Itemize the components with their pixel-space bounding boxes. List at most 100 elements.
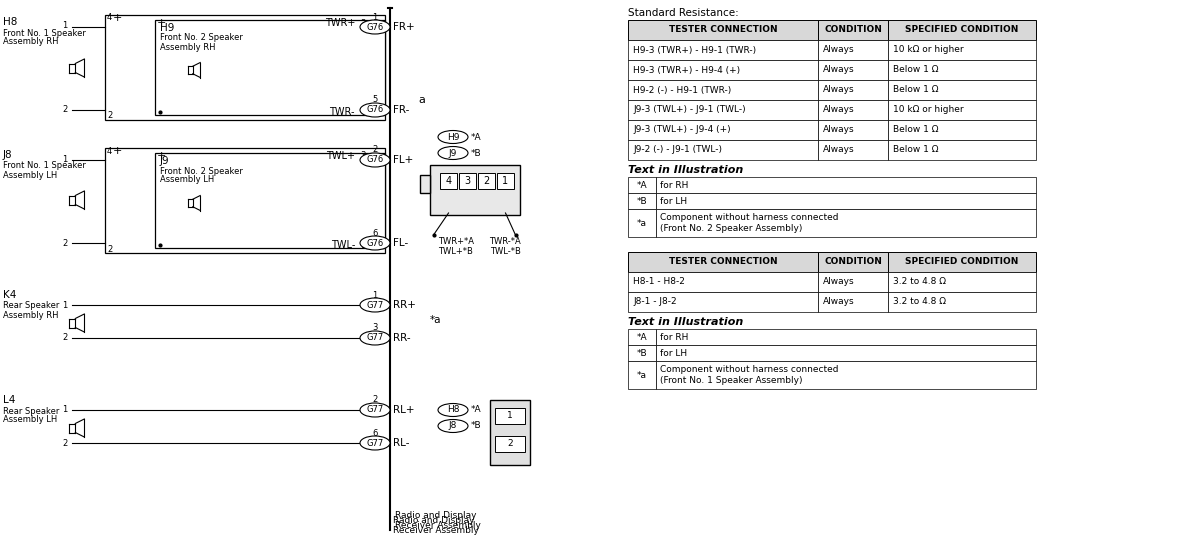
Text: Radio and Display
Receiver Assembly: Radio and Display Receiver Assembly [394,516,479,535]
Text: Standard Resistance:: Standard Resistance: [628,8,739,18]
Bar [818,272,888,292]
Bar [628,100,818,120]
Text: 2: 2 [107,111,113,121]
Text: TWL+: TWL+ [326,151,355,161]
Text: G77: G77 [366,334,384,342]
Text: 2: 2 [62,439,67,448]
Text: FL+: FL+ [394,155,413,165]
Ellipse shape [438,131,468,143]
Text: RL-: RL- [394,438,409,448]
Text: 3: 3 [372,324,378,332]
Bar [628,193,656,209]
Bar [628,60,818,80]
Bar [496,436,526,452]
Text: 6: 6 [372,228,378,238]
Bar [888,80,1036,100]
Bar [628,345,656,361]
Bar [458,173,476,189]
Text: G77: G77 [366,406,384,414]
Text: 5: 5 [372,95,378,105]
Bar [478,173,496,189]
Bar [888,20,1036,40]
Text: RL+: RL+ [394,405,414,415]
Text: Always: Always [823,278,854,286]
Text: Radio and Display
Receiver Assembly: Radio and Display Receiver Assembly [395,511,481,530]
Text: J9-3 (TWL+) - J9-1 (TWL-): J9-3 (TWL+) - J9-1 (TWL-) [634,105,745,115]
Text: Front No. 1 Speaker: Front No. 1 Speaker [2,162,86,171]
Text: H9-3 (TWR+) - H9-4 (+): H9-3 (TWR+) - H9-4 (+) [634,65,740,74]
Text: for RH: for RH [660,181,689,189]
Bar [818,100,888,120]
Bar [888,40,1036,60]
Text: 3.2 to 4.8 Ω: 3.2 to 4.8 Ω [893,278,946,286]
Text: J9-2 (-) - J9-1 (TWL-): J9-2 (-) - J9-1 (TWL-) [634,146,722,155]
Text: 3: 3 [360,151,365,161]
Bar [440,173,457,189]
Ellipse shape [360,403,390,417]
Bar [818,120,888,140]
Text: G77: G77 [366,439,384,448]
Text: J8: J8 [449,422,457,430]
Text: H8: H8 [2,17,17,27]
Text: *a: *a [637,371,647,379]
Text: 4: 4 [107,13,113,23]
Text: Component without harness connected
(Front No. 1 Speaker Assembly): Component without harness connected (Fro… [660,365,839,384]
Text: Front No. 1 Speaker: Front No. 1 Speaker [2,28,86,38]
Text: H9-2 (-) - H9-1 (TWR-): H9-2 (-) - H9-1 (TWR-) [634,85,731,95]
Text: *A: *A [470,406,481,414]
Text: G76: G76 [366,23,384,32]
Text: 2: 2 [62,239,67,248]
Text: Below 1 Ω: Below 1 Ω [893,146,938,155]
Bar [420,175,430,193]
Text: 2: 2 [62,334,67,342]
Text: 2: 2 [484,176,490,186]
Bar [628,140,818,160]
Text: *a: *a [637,218,647,228]
Text: 4: 4 [445,176,451,186]
Text: Assembly LH: Assembly LH [2,171,58,179]
Text: Front No. 2 Speaker: Front No. 2 Speaker [160,33,242,43]
Text: H8: H8 [446,406,460,414]
Bar [656,345,1036,361]
Text: Component without harness connected
(Front No. 2 Speaker Assembly): Component without harness connected (Fro… [660,213,839,233]
Text: 1: 1 [503,176,509,186]
Text: Always: Always [823,297,854,306]
Bar [628,329,656,345]
Text: 1: 1 [360,240,365,249]
Text: 10 kΩ or higher: 10 kΩ or higher [893,105,964,115]
Text: *a: *a [430,315,442,325]
Text: Assembly LH: Assembly LH [160,176,215,184]
Ellipse shape [360,331,390,345]
Text: *B: *B [637,348,647,357]
Text: 2: 2 [62,105,67,115]
Bar [818,80,888,100]
Text: Below 1 Ω: Below 1 Ω [893,65,938,74]
Bar [628,177,656,193]
Ellipse shape [438,403,468,417]
Bar [818,40,888,60]
Text: Always: Always [823,45,854,54]
Text: H8-1 - H8-2: H8-1 - H8-2 [634,278,685,286]
Ellipse shape [360,20,390,34]
Bar [155,20,385,115]
Bar [888,292,1036,312]
Text: J9-3 (TWL+) - J9-4 (+): J9-3 (TWL+) - J9-4 (+) [634,126,731,135]
Text: J9: J9 [160,156,169,166]
Text: Rear Speaker: Rear Speaker [2,407,59,416]
Text: Assembly RH: Assembly RH [2,310,59,320]
Text: 1: 1 [62,300,67,310]
Text: SPECIFIED CONDITION: SPECIFIED CONDITION [905,25,1019,34]
Bar [888,100,1036,120]
Text: Always: Always [823,126,854,135]
Text: 2: 2 [107,244,113,254]
Bar [628,20,818,40]
Text: 1: 1 [360,107,365,116]
Text: H9: H9 [446,132,460,141]
Text: +: + [157,151,167,161]
Bar [628,272,818,292]
Text: FL-: FL- [394,238,408,248]
Bar [496,408,526,424]
Ellipse shape [360,103,390,117]
Ellipse shape [438,146,468,160]
Ellipse shape [360,236,390,250]
